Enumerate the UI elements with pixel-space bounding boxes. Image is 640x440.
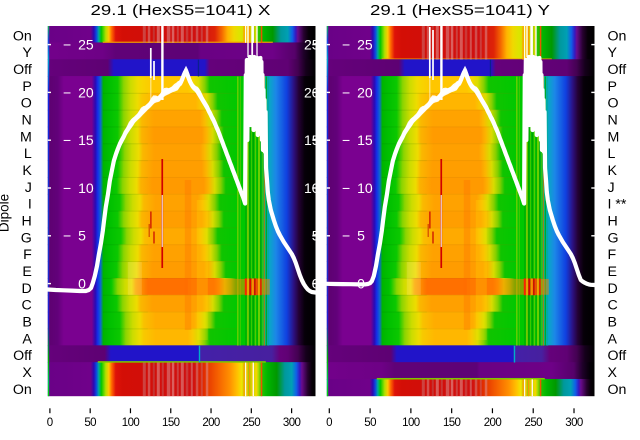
svg-text:−: − [63,132,71,148]
svg-text:Y: Y [22,45,32,61]
svg-text:−: − [342,180,350,196]
svg-text:I **: I ** [608,197,627,213]
svg-text:On: On [13,382,32,398]
svg-text:B: B [608,315,617,331]
svg-text:P: P [22,79,31,95]
svg-text:300: 300 [283,417,301,429]
svg-text:O: O [21,96,32,112]
svg-text:29.1 (HexS5=1041) X: 29.1 (HexS5=1041) X [91,2,271,19]
svg-text:−: − [63,37,71,53]
svg-text:D: D [22,281,32,297]
svg-text:Off: Off [13,348,32,364]
svg-text:A: A [22,331,32,347]
svg-text:D: D [608,281,618,297]
svg-text:Y: Y [608,45,618,61]
svg-text:5: 5 [78,228,86,244]
svg-text:150: 150 [443,417,461,429]
svg-text:On: On [13,28,32,44]
svg-text:0: 0 [357,276,365,292]
svg-text:Off: Off [608,348,627,364]
svg-text:250: 250 [525,417,543,429]
svg-text:G: G [21,230,32,246]
svg-text:50: 50 [84,417,96,429]
svg-text:15: 15 [78,132,94,148]
svg-text:O: O [608,96,619,112]
svg-text:L: L [608,146,616,162]
svg-text:K: K [22,163,32,179]
svg-text:Dipole: Dipole [0,194,12,232]
svg-text:0: 0 [312,276,320,292]
svg-text:−: − [63,228,71,244]
svg-text:−: − [342,84,350,100]
svg-text:N: N [608,113,618,129]
svg-text:10: 10 [357,180,373,196]
svg-text:−: − [63,180,71,196]
svg-text:10: 10 [78,180,94,196]
svg-text:N: N [22,113,32,129]
svg-text:0: 0 [326,417,332,429]
svg-text:0: 0 [78,276,86,292]
svg-text:20: 20 [78,84,94,100]
svg-text:200: 200 [484,417,502,429]
svg-text:C: C [22,298,32,314]
svg-text:M: M [608,129,620,145]
svg-text:C: C [608,298,618,314]
svg-text:Off: Off [608,62,627,78]
svg-text:H: H [22,214,32,230]
svg-text:Off: Off [13,62,32,78]
svg-text:B: B [22,315,31,331]
svg-text:−: − [342,37,350,53]
svg-text:E: E [608,264,617,280]
svg-text:−: − [342,228,350,244]
svg-text:5: 5 [357,228,365,244]
svg-text:25: 25 [357,37,373,53]
svg-text:A: A [608,331,618,347]
svg-text:300: 300 [565,417,583,429]
svg-text:J: J [25,180,32,196]
svg-text:100: 100 [122,417,140,429]
svg-text:−: − [63,84,71,100]
svg-text:G: G [608,230,619,246]
svg-text:200: 200 [202,417,220,429]
svg-text:X: X [22,365,32,381]
svg-text:L: L [24,146,32,162]
svg-text:0: 0 [47,417,53,429]
svg-text:29.1 (HexS5=1041) Y: 29.1 (HexS5=1041) Y [370,2,550,19]
svg-text:10: 10 [304,180,320,196]
svg-text:On: On [608,28,627,44]
svg-text:250: 250 [243,417,261,429]
svg-text:J: J [608,180,615,196]
svg-text:5: 5 [312,228,320,244]
svg-text:15: 15 [357,132,373,148]
svg-text:F: F [608,247,617,263]
svg-text:15: 15 [304,132,320,148]
svg-text:X: X [608,365,618,381]
svg-text:20: 20 [304,84,320,100]
svg-text:On: On [608,382,627,398]
svg-text:H: H [608,214,618,230]
svg-text:25: 25 [304,37,320,53]
svg-text:−: − [342,132,350,148]
svg-text:F: F [23,247,32,263]
svg-text:K: K [608,163,618,179]
svg-text:100: 100 [402,417,420,429]
svg-text:50: 50 [364,417,376,429]
svg-text:20: 20 [357,84,373,100]
svg-text:M: M [20,129,32,145]
svg-text:150: 150 [162,417,180,429]
svg-text:25: 25 [78,37,94,53]
svg-text:E: E [22,264,31,280]
svg-text:P: P [608,79,617,95]
svg-text:I: I [28,197,32,213]
